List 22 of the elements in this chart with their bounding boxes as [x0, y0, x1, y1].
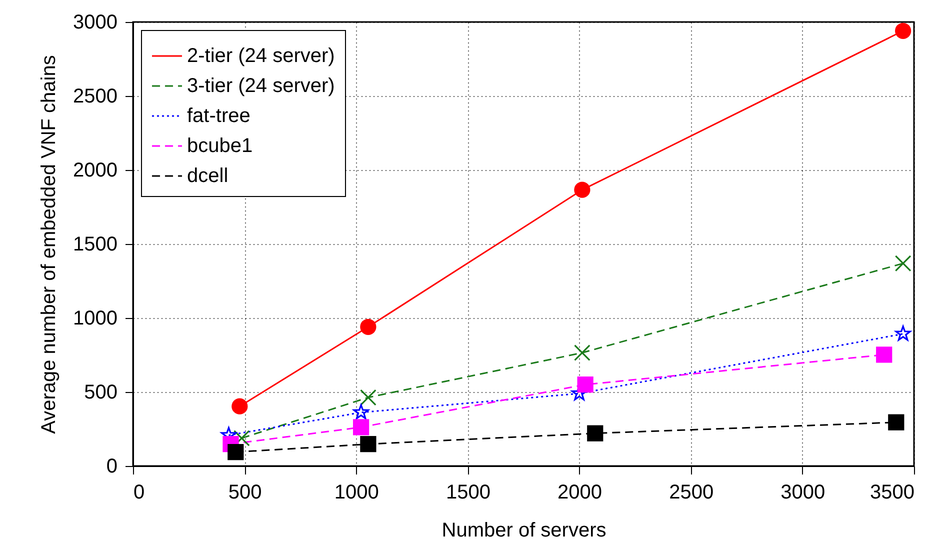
legend-label: 3-tier (24 server) — [187, 75, 335, 97]
x-tick-label: 3500 — [870, 482, 914, 504]
y-tick-label: 2500 — [73, 86, 118, 108]
x-tick-label: 2000 — [558, 482, 602, 504]
y-axis-title: Average number of embedded VNF chains — [38, 55, 60, 434]
legend-label: bcube1 — [187, 135, 253, 157]
y-tick-label: 500 — [84, 382, 118, 404]
x-axis-title: Number of servers — [442, 520, 606, 542]
y-tick-label: 1500 — [73, 234, 118, 256]
x-tick-label: 1000 — [334, 482, 379, 504]
x-tick-label: 0 — [134, 482, 145, 504]
legend-label: 2-tier (24 server) — [187, 45, 335, 67]
x-tick-label: 2500 — [669, 482, 714, 504]
x-tick-label: 3000 — [780, 482, 826, 504]
y-tick-label: 3000 — [73, 12, 118, 34]
x-tick-label: 500 — [228, 482, 262, 504]
x-tick-label: 1500 — [446, 482, 490, 504]
legend-label: fat-tree — [187, 105, 250, 127]
legend-label: dcell — [187, 165, 228, 187]
y-tick-label: 1000 — [73, 308, 118, 330]
y-tick-label: 2000 — [73, 160, 118, 182]
y-tick-label: 0 — [106, 456, 118, 478]
